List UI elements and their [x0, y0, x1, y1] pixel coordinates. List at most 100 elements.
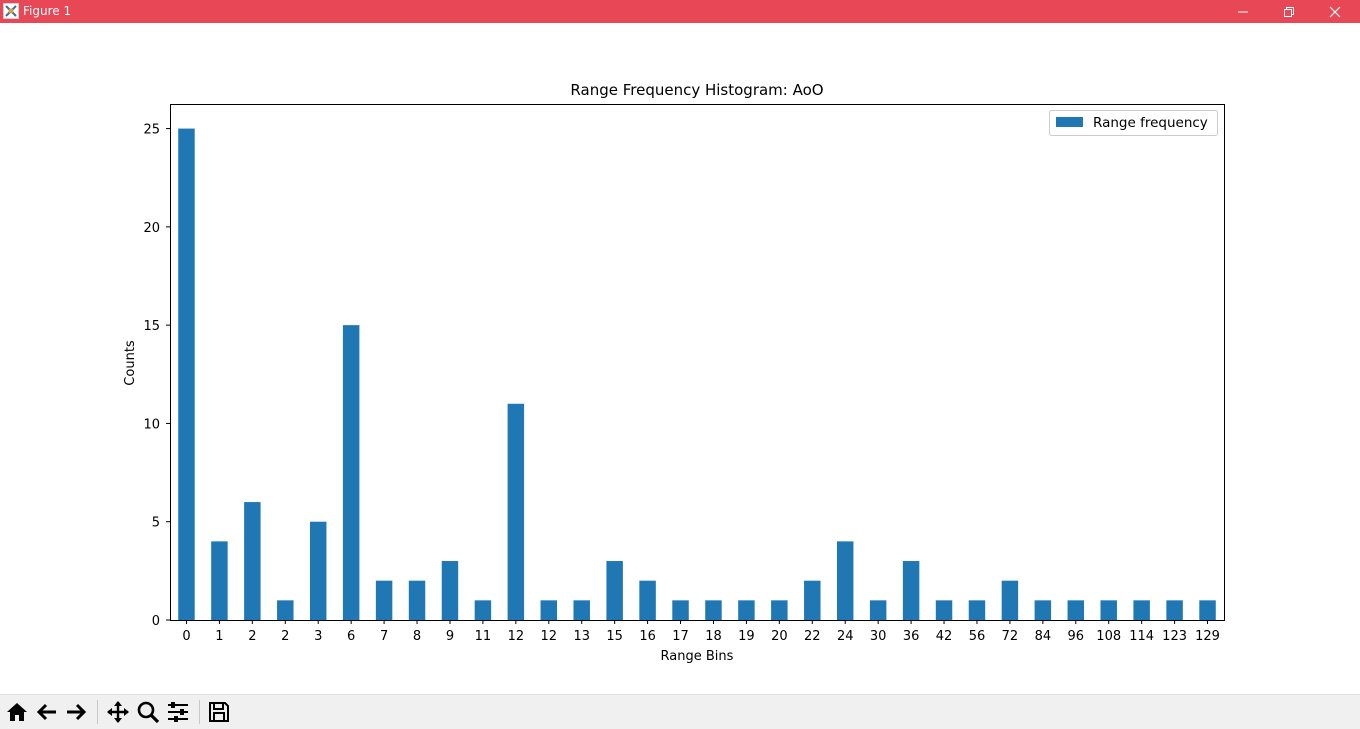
x-tick-label: 15	[606, 629, 623, 644]
x-tick-label: 0	[182, 629, 190, 644]
bar	[1001, 580, 1019, 620]
bar	[573, 600, 590, 620]
home-button[interactable]	[3, 698, 31, 726]
x-tick-label: 2	[281, 629, 289, 644]
restore-button[interactable]	[1266, 0, 1312, 23]
bar	[375, 580, 393, 620]
x-tick-label: 22	[804, 629, 821, 644]
x-tick-label: 7	[380, 629, 388, 644]
zoom-icon	[137, 701, 160, 724]
pan-button[interactable]	[104, 698, 132, 726]
close-icon	[1329, 6, 1341, 17]
bar	[869, 600, 887, 620]
zoom-button[interactable]	[134, 698, 162, 726]
x-tick-label: 24	[837, 629, 854, 644]
x-tick-label: 12	[508, 629, 525, 644]
bar	[441, 561, 459, 620]
legend-swatch	[1056, 117, 1083, 127]
y-tick-label: 5	[152, 516, 160, 531]
pan-icon	[107, 701, 129, 723]
bar	[1133, 600, 1150, 620]
bar	[902, 561, 920, 620]
y-tick-label: 20	[143, 221, 160, 236]
x-tick-label: 72	[1002, 629, 1019, 644]
home-icon	[7, 703, 27, 721]
bar	[408, 580, 426, 620]
x-tick-label: 12	[541, 629, 558, 644]
x-tick-label: 2	[248, 629, 256, 644]
bar	[277, 600, 294, 620]
x-tick-label: 9	[446, 629, 454, 644]
bar	[540, 600, 558, 620]
x-tick-label: 129	[1195, 629, 1220, 644]
x-tick-label: 18	[705, 629, 722, 644]
restore-icon	[1284, 6, 1294, 17]
x-tick-label: 8	[413, 629, 421, 644]
bar	[836, 541, 854, 620]
minimize-icon	[1238, 11, 1248, 12]
x-tick-label: 56	[969, 629, 986, 644]
y-tick-label: 15	[143, 319, 160, 334]
y-tick-label: 10	[143, 417, 160, 432]
forward-arrow-icon	[67, 703, 87, 721]
bar	[935, 600, 953, 620]
configure-subplots-icon	[168, 702, 188, 722]
x-tick-label: 42	[936, 629, 953, 644]
bar	[639, 580, 656, 620]
configure-subplots-button[interactable]	[164, 698, 192, 726]
x-tick-label: 19	[738, 629, 755, 644]
x-tick-label: 114	[1129, 629, 1154, 644]
window-titlebar: Figure 1	[0, 0, 1360, 23]
bar	[474, 600, 492, 620]
bar	[178, 128, 195, 620]
toolbar-separator	[199, 700, 200, 724]
y-tick-label: 0	[152, 614, 160, 629]
bar	[507, 403, 525, 620]
x-tick-label: 11	[475, 629, 492, 644]
navigation-toolbar	[0, 694, 1360, 729]
x-tick-label: 6	[347, 629, 355, 644]
bar	[968, 600, 986, 620]
x-tick-label: 13	[573, 629, 590, 644]
chart-title: Range Frequency Histogram: AoO	[570, 81, 823, 99]
x-tick-label: 36	[903, 629, 920, 644]
legend-label: Range frequency	[1093, 115, 1208, 131]
bar	[771, 600, 788, 620]
bar	[1100, 600, 1117, 620]
bar	[1034, 600, 1052, 620]
x-axis-label: Range Bins	[661, 649, 734, 664]
x-tick-label: 108	[1096, 629, 1121, 644]
back-button[interactable]	[33, 698, 61, 726]
y-tick-label: 25	[143, 123, 160, 138]
legend: Range frequency	[1049, 110, 1218, 136]
x-tick-label: 123	[1162, 629, 1187, 644]
x-tick-label: 3	[314, 629, 322, 644]
x-tick-label: 96	[1068, 629, 1085, 644]
save-button[interactable]	[205, 698, 233, 726]
forward-button[interactable]	[62, 698, 90, 726]
app-icon	[3, 3, 19, 19]
bar	[672, 600, 689, 620]
x-tick-label: 17	[672, 629, 689, 644]
plot-area-frame	[170, 104, 1225, 621]
bar	[342, 325, 360, 620]
bar	[244, 502, 261, 620]
y-axis-label: Counts	[123, 340, 138, 386]
x-tick-label: 30	[870, 629, 887, 644]
bar	[804, 580, 821, 620]
x-tick-label: 84	[1035, 629, 1052, 644]
toolbar-separator	[97, 700, 98, 724]
back-arrow-icon	[36, 703, 56, 721]
bar	[1199, 600, 1216, 620]
minimize-button[interactable]	[1220, 0, 1266, 23]
bar	[738, 600, 755, 620]
bar	[211, 541, 228, 620]
x-tick-label: 16	[639, 629, 656, 644]
close-button[interactable]	[1312, 0, 1358, 23]
window-title: Figure 1	[23, 4, 72, 18]
bar	[309, 521, 327, 620]
bar	[606, 561, 623, 620]
bar	[705, 600, 722, 620]
